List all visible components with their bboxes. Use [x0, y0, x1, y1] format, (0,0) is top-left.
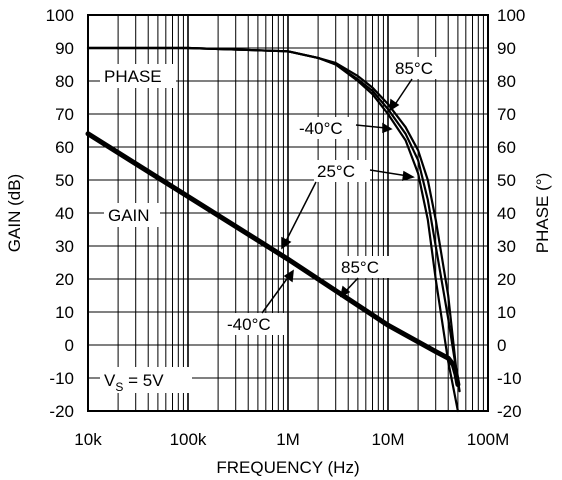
y-left-tick-label: 100: [46, 6, 74, 25]
y-left-tick-label: 10: [55, 303, 74, 322]
gain-line-4: [85, 131, 461, 388]
y-right-tick-label: 80: [497, 72, 516, 91]
x-tick-label: 100k: [170, 430, 207, 449]
y-right-tick-label: 60: [497, 138, 516, 157]
y-left-tick-label: 70: [55, 105, 74, 124]
y-right-tick-label: 70: [497, 105, 516, 124]
y-left-tick-label: 40: [55, 204, 74, 223]
y-right-tick-label: 30: [497, 237, 516, 256]
y-right-tick-label: 90: [497, 39, 516, 58]
annotation-gain: GAIN: [108, 206, 150, 225]
arrow-phase-minus40c: [355, 124, 387, 129]
y-right-tick-label: -20: [497, 402, 522, 421]
arrowhead-phase-85c: [389, 98, 400, 112]
y-right-tick-label: 0: [497, 336, 506, 355]
y-left-tick-label: 50: [55, 171, 74, 190]
arrowhead-gain-minus40c: [283, 269, 294, 283]
annotation-gain-85c: 85°C: [341, 258, 379, 277]
annotations: PHASE GAIN VS = 5V: [100, 64, 192, 394]
y-right-tick-label: 10: [497, 303, 516, 322]
tick-labels: 10k 100k 1M 10M 100M1009080706050403020100-1…: [46, 6, 526, 449]
x-tick-label: 10k: [74, 430, 102, 449]
y-left-tick-label: -10: [49, 369, 74, 388]
y-left-tick-label: 90: [55, 39, 74, 58]
arrow-25c-gain: [284, 181, 317, 244]
y-left-tick-label: 80: [55, 72, 74, 91]
annotation-vs: VS = 5V: [104, 371, 164, 394]
arrowhead-25c-gain: [281, 236, 292, 250]
annotation-vs-rest: = 5V: [123, 371, 164, 390]
y-right-tick-label: -10: [497, 369, 522, 388]
annotation-vs-main: V: [104, 371, 116, 390]
x-tick-label: 10M: [371, 430, 404, 449]
plot-frame: [87, 14, 489, 412]
annotation-phase-25c: 25°C: [317, 162, 355, 181]
annotation-vs-sub: S: [115, 380, 123, 394]
annotation-phase-minus40c: -40°C: [299, 119, 343, 138]
phase-line-3: [86, 46, 459, 386]
y-left-tick-label: -20: [49, 402, 74, 421]
arrowhead-gain-85c: [339, 285, 351, 298]
x-tick-label: 1M: [276, 430, 300, 449]
series-group: [85, 46, 461, 413]
annotation-gain-minus40c: -40°C: [227, 315, 271, 334]
y-right-tick-label: 100: [497, 6, 525, 25]
y-right-tick-label: 20: [497, 270, 516, 289]
y-right-tick-label: 50: [497, 171, 516, 190]
annotation-arrows: [261, 78, 415, 314]
arrowhead-phase-minus40c: [382, 122, 393, 134]
arrow-phase-25c: [369, 169, 409, 177]
annotation-phase-85c: 85°C: [395, 59, 433, 78]
y-right-tick-label: 40: [497, 204, 516, 223]
annotation-phase: PHASE: [104, 67, 162, 86]
x-axis-title: FREQUENCY (Hz): [216, 458, 359, 477]
y-left-tick-label: 0: [65, 336, 74, 355]
arrow-phase-85c: [393, 78, 413, 107]
y-left-tick-label: 20: [55, 270, 74, 289]
y-axis-right-title: PHASE (°): [533, 173, 552, 253]
arrow-gain-minus40c: [261, 275, 290, 314]
y-left-tick-label: 60: [55, 138, 74, 157]
y-axis-left-title: GAIN (dB): [5, 174, 24, 252]
x-tick-label: 100M: [467, 430, 510, 449]
y-left-tick-label: 30: [55, 237, 74, 256]
arrowhead-phase-25c: [402, 170, 415, 182]
